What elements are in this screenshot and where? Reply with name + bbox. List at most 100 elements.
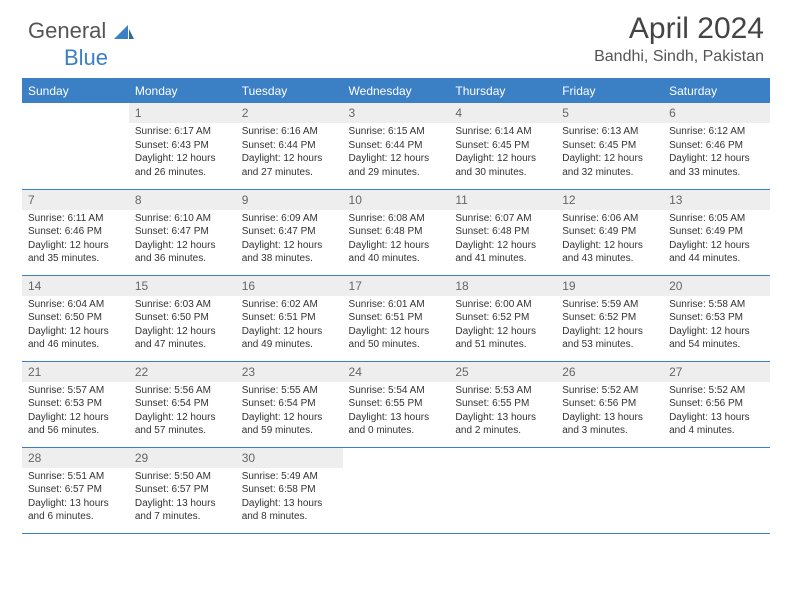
daylight-line1: Daylight: 13 hours <box>349 411 444 425</box>
day-details: Sunrise: 6:10 AMSunset: 6:47 PMDaylight:… <box>129 210 236 270</box>
sunset-text: Sunset: 6:49 PM <box>669 225 764 239</box>
calendar-day-cell: 26Sunrise: 5:52 AMSunset: 6:56 PMDayligh… <box>556 361 663 447</box>
sunset-text: Sunset: 6:56 PM <box>669 397 764 411</box>
day-number: 14 <box>22 276 129 296</box>
daylight-line2: and 47 minutes. <box>135 338 230 352</box>
daylight-line1: Daylight: 12 hours <box>242 411 337 425</box>
sunset-text: Sunset: 6:55 PM <box>455 397 550 411</box>
daylight-line2: and 30 minutes. <box>455 166 550 180</box>
day-details: Sunrise: 6:14 AMSunset: 6:45 PMDaylight:… <box>449 123 556 183</box>
calendar-day-cell: 20Sunrise: 5:58 AMSunset: 6:53 PMDayligh… <box>663 275 770 361</box>
calendar-day-cell <box>343 447 450 533</box>
day-number: 4 <box>449 103 556 123</box>
sunset-text: Sunset: 6:48 PM <box>455 225 550 239</box>
sunset-text: Sunset: 6:45 PM <box>455 139 550 153</box>
weekday-header: Monday <box>129 79 236 104</box>
sunset-text: Sunset: 6:46 PM <box>669 139 764 153</box>
day-number: 24 <box>343 362 450 382</box>
daylight-line2: and 43 minutes. <box>562 252 657 266</box>
calendar-day-cell: 24Sunrise: 5:54 AMSunset: 6:55 PMDayligh… <box>343 361 450 447</box>
calendar-day-cell: 5Sunrise: 6:13 AMSunset: 6:45 PMDaylight… <box>556 103 663 189</box>
weekday-header: Friday <box>556 79 663 104</box>
day-number: 2 <box>236 103 343 123</box>
sunset-text: Sunset: 6:44 PM <box>242 139 337 153</box>
weekday-header: Tuesday <box>236 79 343 104</box>
calendar-day-cell <box>22 103 129 189</box>
sunrise-text: Sunrise: 5:53 AM <box>455 384 550 398</box>
calendar-day-cell: 15Sunrise: 6:03 AMSunset: 6:50 PMDayligh… <box>129 275 236 361</box>
day-number: 11 <box>449 190 556 210</box>
daylight-line1: Daylight: 13 hours <box>28 497 123 511</box>
sunset-text: Sunset: 6:51 PM <box>349 311 444 325</box>
brand-part1: General <box>28 18 106 43</box>
sunset-text: Sunset: 6:53 PM <box>669 311 764 325</box>
calendar-day-cell: 2Sunrise: 6:16 AMSunset: 6:44 PMDaylight… <box>236 103 343 189</box>
daylight-line2: and 33 minutes. <box>669 166 764 180</box>
day-number: 21 <box>22 362 129 382</box>
calendar-day-cell: 29Sunrise: 5:50 AMSunset: 6:57 PMDayligh… <box>129 447 236 533</box>
calendar-week-row: 14Sunrise: 6:04 AMSunset: 6:50 PMDayligh… <box>22 275 770 361</box>
sunset-text: Sunset: 6:49 PM <box>562 225 657 239</box>
sunrise-text: Sunrise: 6:09 AM <box>242 212 337 226</box>
sunrise-text: Sunrise: 5:52 AM <box>562 384 657 398</box>
day-details: Sunrise: 6:12 AMSunset: 6:46 PMDaylight:… <box>663 123 770 183</box>
sunrise-text: Sunrise: 6:16 AM <box>242 125 337 139</box>
sunset-text: Sunset: 6:56 PM <box>562 397 657 411</box>
weekday-header: Saturday <box>663 79 770 104</box>
calendar-week-row: 21Sunrise: 5:57 AMSunset: 6:53 PMDayligh… <box>22 361 770 447</box>
sunset-text: Sunset: 6:48 PM <box>349 225 444 239</box>
day-number: 28 <box>22 448 129 468</box>
sunrise-text: Sunrise: 5:52 AM <box>669 384 764 398</box>
daylight-line1: Daylight: 12 hours <box>669 325 764 339</box>
daylight-line1: Daylight: 12 hours <box>242 239 337 253</box>
sunrise-text: Sunrise: 6:02 AM <box>242 298 337 312</box>
day-number: 8 <box>129 190 236 210</box>
daylight-line1: Daylight: 12 hours <box>28 411 123 425</box>
day-details: Sunrise: 5:51 AMSunset: 6:57 PMDaylight:… <box>22 468 129 528</box>
day-number: 1 <box>129 103 236 123</box>
daylight-line2: and 59 minutes. <box>242 424 337 438</box>
daylight-line2: and 44 minutes. <box>669 252 764 266</box>
day-details: Sunrise: 6:00 AMSunset: 6:52 PMDaylight:… <box>449 296 556 356</box>
calendar-day-cell: 9Sunrise: 6:09 AMSunset: 6:47 PMDaylight… <box>236 189 343 275</box>
calendar-day-cell: 18Sunrise: 6:00 AMSunset: 6:52 PMDayligh… <box>449 275 556 361</box>
sunrise-text: Sunrise: 6:15 AM <box>349 125 444 139</box>
daylight-line2: and 41 minutes. <box>455 252 550 266</box>
day-details: Sunrise: 5:59 AMSunset: 6:52 PMDaylight:… <box>556 296 663 356</box>
sunset-text: Sunset: 6:57 PM <box>28 483 123 497</box>
daylight-line1: Daylight: 12 hours <box>455 152 550 166</box>
daylight-line1: Daylight: 12 hours <box>135 152 230 166</box>
daylight-line2: and 26 minutes. <box>135 166 230 180</box>
calendar-day-cell: 27Sunrise: 5:52 AMSunset: 6:56 PMDayligh… <box>663 361 770 447</box>
sunrise-text: Sunrise: 6:05 AM <box>669 212 764 226</box>
sunset-text: Sunset: 6:58 PM <box>242 483 337 497</box>
day-number: 30 <box>236 448 343 468</box>
day-details: Sunrise: 5:55 AMSunset: 6:54 PMDaylight:… <box>236 382 343 442</box>
day-details: Sunrise: 6:07 AMSunset: 6:48 PMDaylight:… <box>449 210 556 270</box>
day-details: Sunrise: 6:02 AMSunset: 6:51 PMDaylight:… <box>236 296 343 356</box>
day-number: 22 <box>129 362 236 382</box>
sunrise-text: Sunrise: 6:13 AM <box>562 125 657 139</box>
sunset-text: Sunset: 6:54 PM <box>135 397 230 411</box>
calendar-day-cell: 19Sunrise: 5:59 AMSunset: 6:52 PMDayligh… <box>556 275 663 361</box>
day-number: 9 <box>236 190 343 210</box>
daylight-line1: Daylight: 13 hours <box>135 497 230 511</box>
day-number: 26 <box>556 362 663 382</box>
daylight-line2: and 3 minutes. <box>562 424 657 438</box>
day-details: Sunrise: 5:53 AMSunset: 6:55 PMDaylight:… <box>449 382 556 442</box>
daylight-line2: and 38 minutes. <box>242 252 337 266</box>
calendar-day-cell: 1Sunrise: 6:17 AMSunset: 6:43 PMDaylight… <box>129 103 236 189</box>
day-number: 20 <box>663 276 770 296</box>
daylight-line1: Daylight: 13 hours <box>242 497 337 511</box>
daylight-line1: Daylight: 12 hours <box>135 411 230 425</box>
day-details: Sunrise: 6:09 AMSunset: 6:47 PMDaylight:… <box>236 210 343 270</box>
day-number: 13 <box>663 190 770 210</box>
sunrise-text: Sunrise: 5:51 AM <box>28 470 123 484</box>
weekday-header: Sunday <box>22 79 129 104</box>
sunset-text: Sunset: 6:46 PM <box>28 225 123 239</box>
sunset-text: Sunset: 6:50 PM <box>28 311 123 325</box>
calendar-day-cell: 14Sunrise: 6:04 AMSunset: 6:50 PMDayligh… <box>22 275 129 361</box>
calendar-table: SundayMondayTuesdayWednesdayThursdayFrid… <box>22 78 770 534</box>
weekday-header: Thursday <box>449 79 556 104</box>
sunset-text: Sunset: 6:47 PM <box>242 225 337 239</box>
